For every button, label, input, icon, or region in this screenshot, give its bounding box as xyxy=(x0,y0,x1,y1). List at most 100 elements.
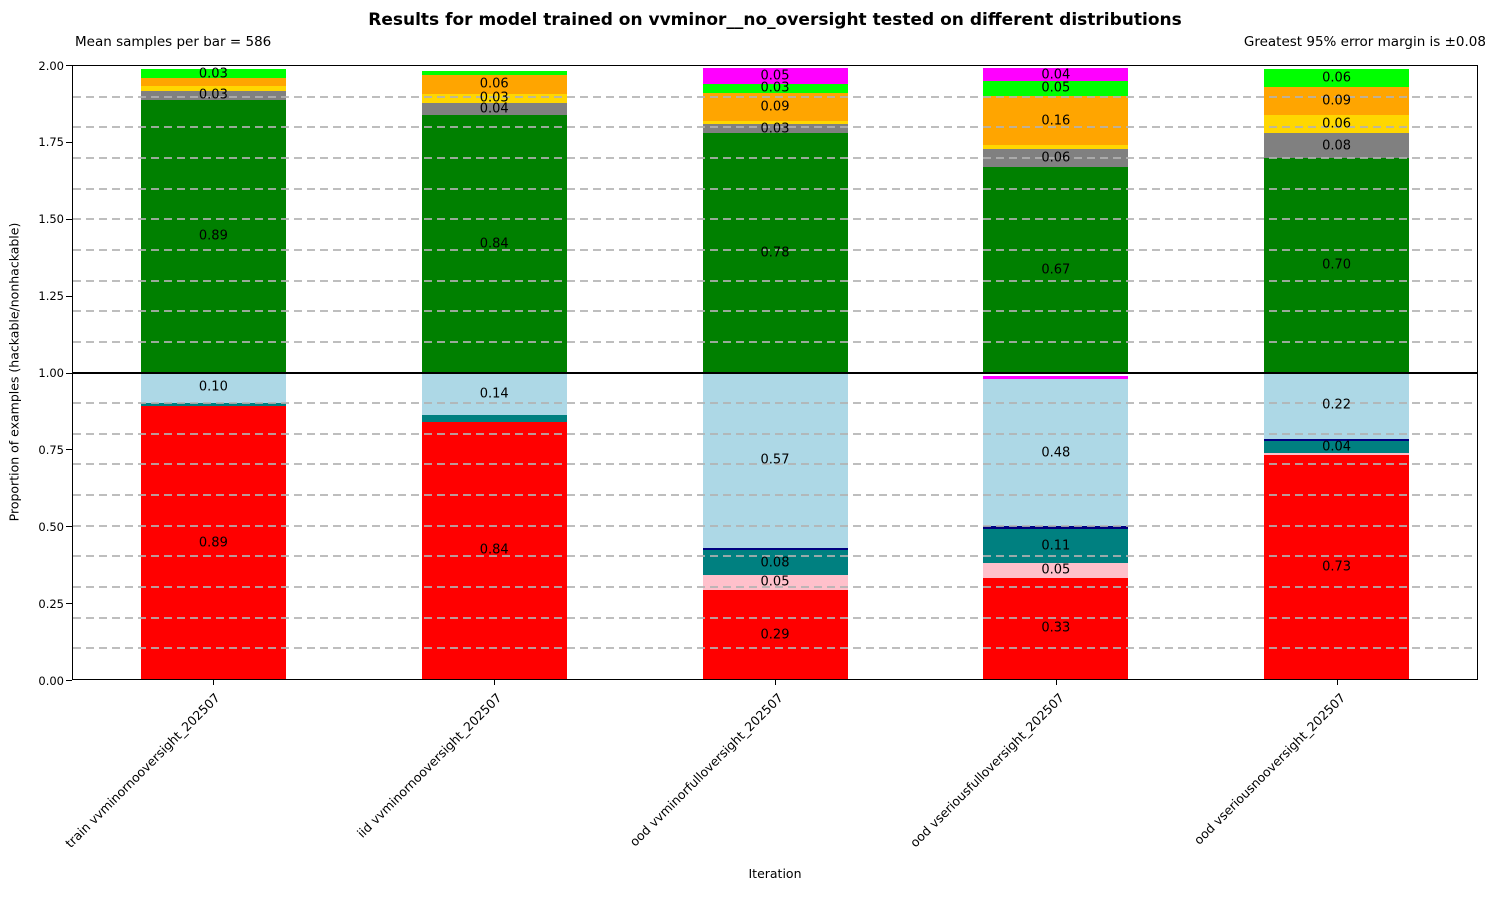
bar-segment-label: 0.05 xyxy=(1041,562,1071,578)
bar-segment-label: 0.08 xyxy=(1322,138,1352,154)
bar-segment-label: 0.04 xyxy=(1322,439,1352,455)
y-tick-label: 0.00 xyxy=(38,673,64,688)
bar-segment-gold xyxy=(140,85,286,91)
bar-segment-gold xyxy=(702,120,848,125)
bar-segment-label: 0.05 xyxy=(760,574,790,590)
bar-segment-magenta xyxy=(983,68,1129,81)
bar-segment-lime xyxy=(421,70,567,76)
gridline xyxy=(73,524,1477,527)
y-tick-label: 1.50 xyxy=(38,212,64,227)
x-tick-mark xyxy=(212,680,214,685)
chart-title: Results for model trained on vvminor__no… xyxy=(368,10,1182,30)
bar-segment-teal xyxy=(140,402,286,407)
bar-segment-label: 0.89 xyxy=(198,535,228,551)
bar-segment-navy xyxy=(702,547,848,551)
bar-segment-label: 0.03 xyxy=(479,90,509,106)
bar-segment-green xyxy=(983,167,1129,373)
x-axis-title: Iteration xyxy=(748,866,802,881)
bar-segment-gray xyxy=(702,124,848,134)
bar-segment-gray xyxy=(140,90,286,100)
y-tick-label: 0.50 xyxy=(38,519,64,534)
gridline xyxy=(73,248,1477,251)
y-tick-label: 2.00 xyxy=(38,58,64,73)
bar-segment-label: 0.03 xyxy=(760,121,790,137)
gridline xyxy=(73,647,1477,650)
bar-segment-label: 0.29 xyxy=(760,627,790,643)
bar-segment-label: 0.05 xyxy=(1041,80,1071,96)
x-tick-label: train vvminornooversight_202507 xyxy=(62,690,224,851)
bar-segment-green xyxy=(140,99,286,373)
bar-segment-label: 0.78 xyxy=(760,245,790,261)
gridline xyxy=(73,463,1477,466)
y-tick-mark xyxy=(66,603,72,605)
bar-segment-red xyxy=(702,590,848,679)
bar-segment-pink xyxy=(983,562,1129,578)
y-tick-mark xyxy=(66,449,72,451)
y-axis-title: Proportion of examples (hackable/nonhack… xyxy=(6,222,22,522)
bar-segment-lightblue xyxy=(1264,371,1410,439)
gridline xyxy=(73,95,1477,98)
gridline xyxy=(73,187,1477,190)
gridline xyxy=(73,310,1477,313)
stacked-bar: 0.29 0.05 0.08 0.57 0.78 0.03 0.09 0.03 0.05 xyxy=(702,66,848,679)
x-tick-label: ood vseriousnooversight_202507 xyxy=(1190,690,1349,848)
bar-segment-label: 0.10 xyxy=(198,379,228,395)
bar-segment-navy xyxy=(983,526,1129,529)
bar-segment-lime xyxy=(983,80,1129,97)
bar-segment-label: 0.06 xyxy=(479,76,509,92)
x-tick-mark xyxy=(775,680,776,685)
bar-segment-label: 0.73 xyxy=(1322,559,1352,575)
bar-segment-gray xyxy=(1264,133,1410,158)
bar-segment-label: 0.09 xyxy=(1322,93,1352,109)
x-tick-mark xyxy=(1056,680,1058,685)
x-tick-mark xyxy=(1337,680,1339,685)
bar-segment-orange xyxy=(1264,87,1410,116)
y-tick-mark xyxy=(66,680,72,681)
y-tick-label: 0.75 xyxy=(38,442,64,457)
bar-segment-label: 0.84 xyxy=(479,236,509,252)
bar-segment-label: 0.06 xyxy=(1322,70,1352,86)
y-tick-label: 1.00 xyxy=(38,366,64,380)
bar-segment-label: 0.08 xyxy=(760,555,790,571)
gridline xyxy=(73,156,1477,159)
y-tick-label: 1.25 xyxy=(38,289,64,304)
bar-segment-green xyxy=(702,133,848,373)
bar-segment-label: 0.03 xyxy=(760,80,790,96)
hackable-separator-line xyxy=(73,371,1477,374)
y-tick-mark xyxy=(66,218,72,220)
bar-segment-teal xyxy=(1264,441,1410,454)
y-tick-mark xyxy=(66,372,72,374)
bar-segment-label: 0.09 xyxy=(760,99,790,115)
bar-segment-orange xyxy=(983,96,1129,146)
gridline xyxy=(73,126,1477,129)
stacked-bar: 0.33 0.05 0.11 0.48 0.67 0.06 0.16 0.05 0.04 xyxy=(983,66,1129,679)
bar-segment-magenta xyxy=(702,68,848,84)
subtitle-error-margin: Greatest 95% error margin is ±0.08 xyxy=(1243,34,1486,50)
bar-segment-navy xyxy=(1264,438,1410,442)
gridline xyxy=(73,616,1477,619)
gridline xyxy=(73,555,1477,558)
bar-segment-lightblue xyxy=(421,372,567,416)
bar-segment-teal xyxy=(702,550,848,575)
bar-segment-label: 0.48 xyxy=(1041,445,1071,461)
y-tick-label: 0.25 xyxy=(38,596,64,611)
bar-segment-label: 0.06 xyxy=(1322,116,1352,132)
bar-segment-gold xyxy=(421,93,567,103)
bar-segment-label: 0.04 xyxy=(479,101,509,117)
bar-segment-label: 0.05 xyxy=(760,68,790,84)
bar-segment-orange xyxy=(421,75,567,94)
subtitle-mean-samples: Mean samples per bar = 586 xyxy=(75,34,272,50)
bar-segment-gold xyxy=(983,145,1129,149)
bar-segment-label: 0.04 xyxy=(1041,67,1071,83)
y-tick-mark xyxy=(66,295,72,297)
y-tick-label: 1.75 xyxy=(38,135,64,150)
bar-segment-lime xyxy=(140,69,286,79)
bar-segment-label: 0.57 xyxy=(760,452,790,468)
plot-area: 0.89 0.10 0.89 0.03 0.03 0.84 0.14 0.84 0.04 0.03… xyxy=(72,65,1478,680)
bar-segment-orange xyxy=(140,78,286,86)
bar-segment-label: 0.11 xyxy=(1041,538,1071,554)
bar-segment-green xyxy=(1264,157,1410,373)
bar-segment-label: 0.67 xyxy=(1041,262,1071,278)
gridline xyxy=(73,432,1477,435)
